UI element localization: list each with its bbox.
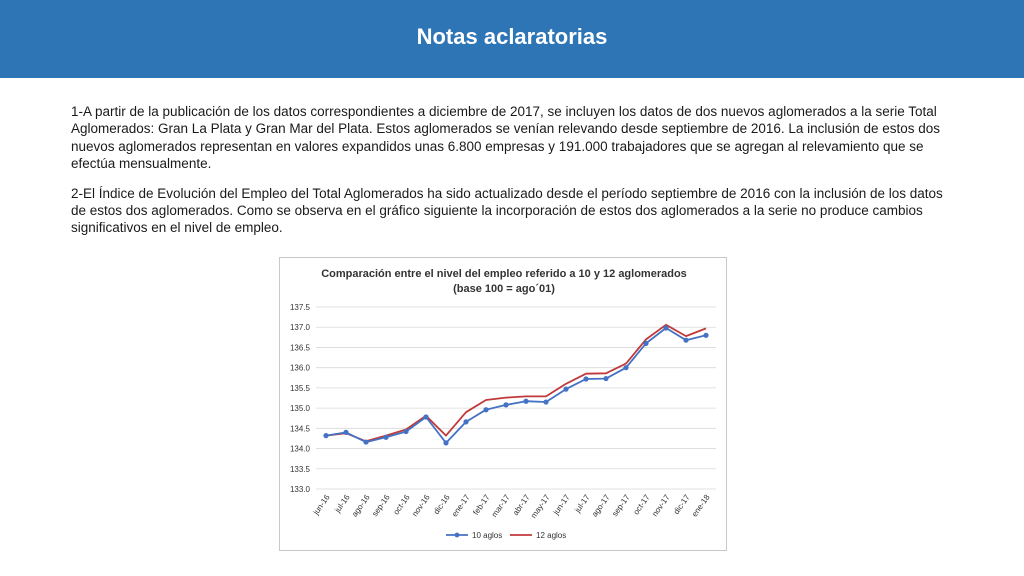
data-point-10-aglos [523, 398, 529, 404]
y-tick-label: 133.5 [290, 465, 311, 474]
x-tick-label: jun-16 [311, 493, 332, 518]
y-tick-label: 134.5 [290, 424, 311, 433]
x-tick-label: dic-17 [672, 493, 692, 516]
y-tick-label: 137.0 [290, 323, 311, 332]
data-point-10-aglos [503, 402, 509, 408]
data-point-10-aglos [563, 386, 569, 392]
y-tick-label: 134.0 [290, 445, 311, 454]
header-banner: Notas aclaratorias [0, 0, 1024, 78]
x-tick-label: oct-16 [392, 493, 412, 517]
data-point-10-aglos [603, 375, 609, 382]
data-point-10-aglos [483, 407, 489, 413]
data-point-10-aglos [343, 429, 349, 435]
y-tick-label: 136.5 [290, 343, 311, 352]
chart-svg: Comparación entre el nivel del empleo re… [290, 268, 716, 540]
series-line-10-aglos [325, 327, 707, 444]
y-tick-label: 133.0 [290, 485, 311, 494]
x-tick-label: nov-17 [650, 493, 672, 519]
x-tick-label: ene-17 [450, 493, 472, 519]
chart-title: Comparación entre el nivel del empleo re… [321, 268, 687, 280]
y-tick-label: 136.0 [290, 364, 311, 373]
data-point-10-aglos [463, 419, 469, 425]
data-point-10-aglos [543, 399, 549, 405]
chart-subtitle: (base 100 = ago´01) [453, 283, 555, 295]
y-tick-label: 135.5 [290, 384, 311, 393]
x-tick-label: ene-18 [690, 493, 712, 519]
x-tick-label: mar-17 [490, 493, 512, 519]
x-tick-label: feb-17 [471, 493, 492, 517]
x-tick-label: jul-16 [332, 493, 351, 515]
data-point-10-aglos [583, 376, 589, 382]
note-paragraph-1: 1-A partir de la publicación de los dato… [71, 104, 941, 172]
data-point-10-aglos [403, 428, 409, 435]
legend-marker-10-aglos [454, 532, 460, 538]
y-tick-label: 137.5 [290, 303, 311, 312]
x-tick-label: jul-17 [572, 493, 591, 515]
data-point-10-aglos [703, 332, 709, 338]
x-tick-label: dic-16 [432, 493, 452, 516]
series-line-12-aglos [325, 323, 707, 443]
data-point-10-aglos [323, 433, 329, 439]
x-tick-label: may-17 [529, 493, 552, 520]
legend-label-12-aglos: 12 aglos [536, 531, 566, 540]
notes-section: 1-A partir de la publicación de los dato… [71, 103, 961, 249]
data-point-10-aglos [623, 365, 629, 371]
note-paragraph-2: 2-El Índice de Evolución del Empleo del … [71, 185, 943, 236]
page-title: Notas aclaratorias [416, 24, 608, 49]
data-point-10-aglos [423, 414, 429, 420]
data-point-10-aglos [363, 439, 369, 445]
x-tick-label: sep-16 [370, 493, 392, 519]
data-point-10-aglos [683, 337, 689, 343]
comparison-chart: Comparación entre el nivel del empleo re… [279, 257, 727, 551]
x-tick-label: ago-17 [590, 493, 612, 519]
x-tick-label: oct-17 [632, 493, 652, 517]
data-point-10-aglos [383, 434, 389, 440]
data-point-10-aglos [663, 325, 669, 331]
x-tick-label: ago-16 [350, 493, 372, 519]
x-tick-label: jun-17 [551, 493, 572, 518]
data-point-10-aglos [443, 440, 449, 446]
legend-label-10-aglos: 10 aglos [472, 531, 502, 540]
x-tick-label: sep-17 [610, 493, 632, 519]
x-tick-label: nov-16 [410, 493, 432, 519]
y-tick-label: 135.0 [290, 404, 311, 413]
data-point-10-aglos [643, 340, 649, 346]
